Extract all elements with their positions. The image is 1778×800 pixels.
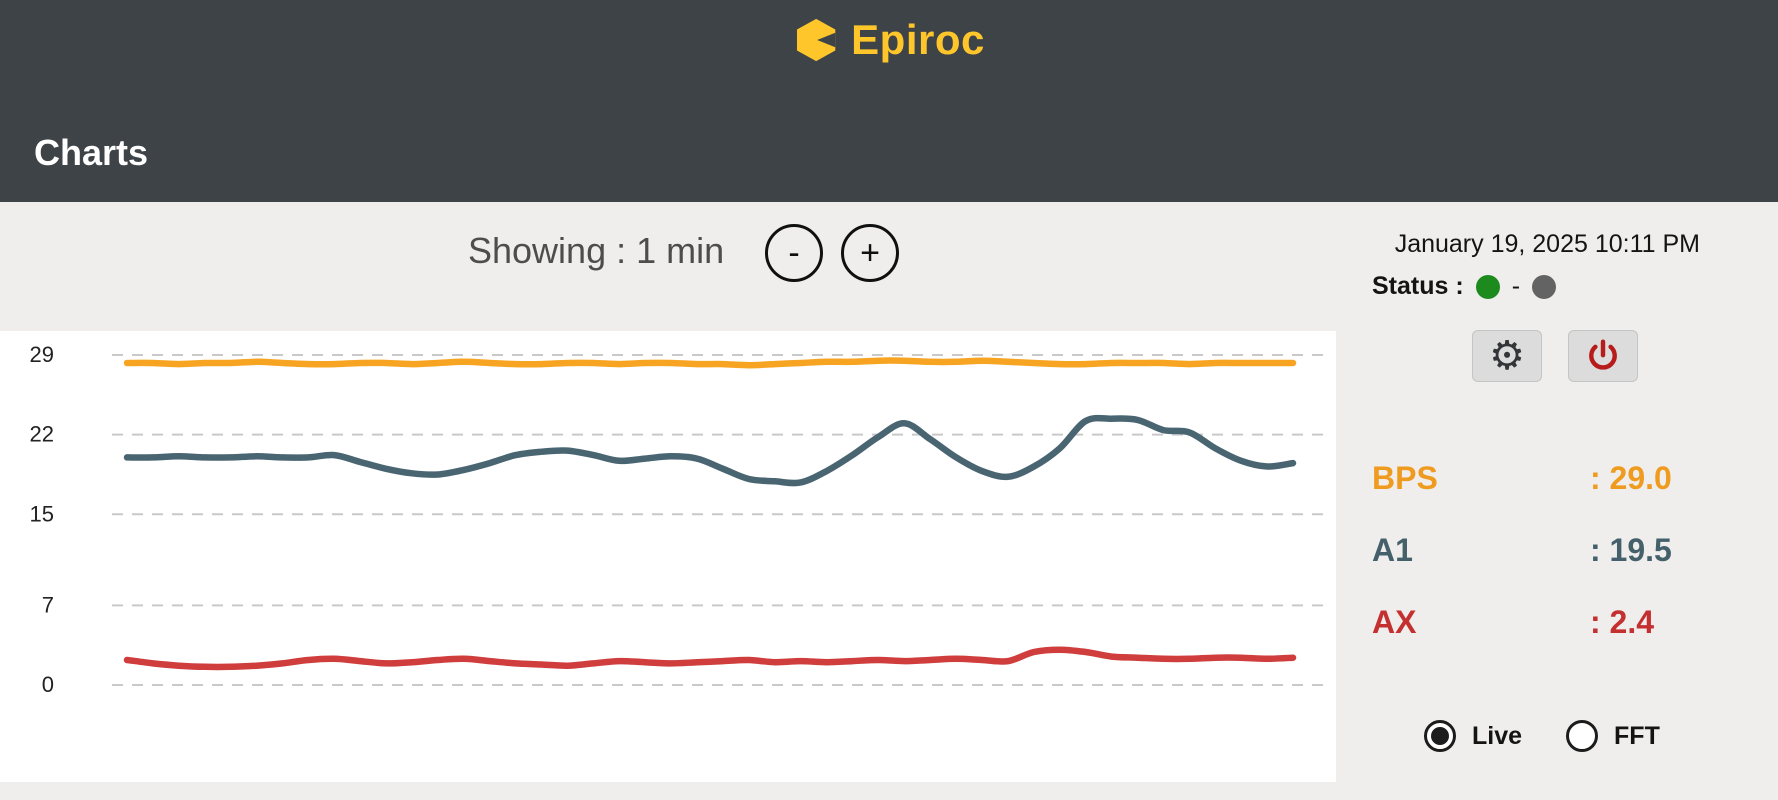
power-button[interactable] [1568, 330, 1638, 382]
brand-name: Epiroc [851, 16, 985, 63]
legend-name: A1 [1372, 532, 1413, 568]
status-offline-dot [1532, 274, 1557, 299]
legend-name: AX [1372, 604, 1417, 640]
ytick-label-0: 0 [42, 672, 54, 697]
live-label: Live [1472, 721, 1523, 750]
zoom-out-button[interactable]: - [765, 224, 823, 282]
ytick-label-22: 22 [30, 422, 54, 447]
power-icon [1589, 339, 1617, 370]
epiroc-logo-icon [796, 18, 836, 62]
series-line-a1 [123, 414, 1297, 487]
status-row: Status : - [1372, 272, 1557, 301]
fft-radio[interactable] [1566, 720, 1599, 752]
live-radio[interactable] [1424, 720, 1456, 752]
line-chart[interactable]: 0 7 15 22 29 [0, 331, 1336, 782]
gear-icon: ⚙ [1489, 334, 1525, 378]
status-online-dot [1475, 274, 1500, 299]
series-line-bps [123, 357, 1297, 369]
zoom-in-button[interactable]: + [841, 224, 899, 282]
mode-selector: Live FFT [1424, 720, 1660, 752]
legend-name: BPS [1372, 460, 1438, 496]
fft-label: FFT [1614, 721, 1660, 750]
status-separator: - [1511, 272, 1521, 300]
ytick-label-29: 29 [30, 342, 54, 367]
mode-fft[interactable]: FFT [1566, 720, 1660, 752]
legend-row-a1: A1 : 19.5 [1372, 532, 1672, 604]
app-header: Epiroc Charts [0, 0, 1778, 202]
ytick-label-15: 15 [30, 501, 54, 526]
showing-label: Showing : 1 min [468, 230, 725, 271]
legend-value: : 19.5 [1590, 532, 1672, 568]
mode-live[interactable]: Live [1424, 720, 1522, 752]
series-line-ax [123, 646, 1297, 671]
settings-button[interactable]: ⚙ [1472, 330, 1542, 382]
legend-value: : 2.4 [1590, 604, 1655, 640]
datetime-text: January 19, 2025 10:11 PM [1394, 230, 1700, 258]
legend-row-bps: BPS : 29.0 [1372, 460, 1672, 532]
chart-panel: 0 7 15 22 29 [0, 331, 1336, 782]
ytick-label-7: 7 [42, 592, 54, 617]
chart-legend: BPS : 29.0 A1 : 19.5 AX : 2.4 [1372, 460, 1672, 676]
legend-row-ax: AX : 2.4 [1372, 604, 1672, 676]
legend-value: : 29.0 [1590, 460, 1672, 496]
status-label: Status : [1372, 272, 1464, 300]
page-title: Charts [34, 132, 149, 173]
brand: Epiroc [793, 16, 985, 64]
